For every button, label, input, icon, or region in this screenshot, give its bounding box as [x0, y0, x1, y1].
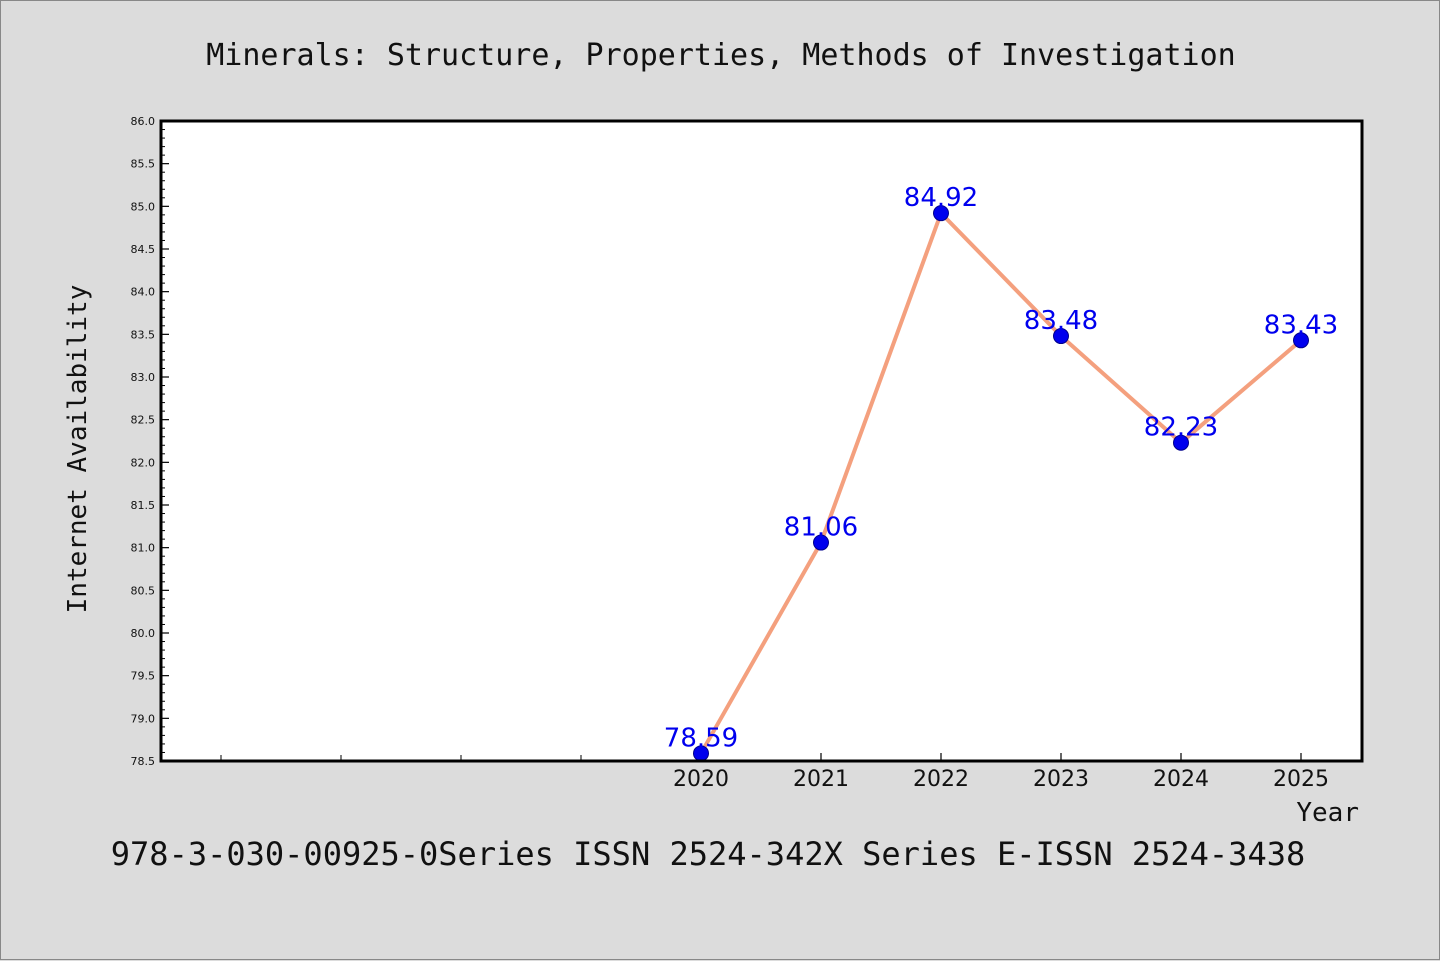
- y-tick-label: 80.5: [131, 584, 156, 597]
- footer-text: 978-3-030-00925-0Series ISSN 2524-342X S…: [111, 835, 1305, 873]
- x-tick-label: 2020: [673, 767, 729, 792]
- y-tick-label: 85.0: [131, 200, 156, 213]
- x-tick-label: 2024: [1153, 767, 1209, 792]
- y-tick-label: 79.0: [131, 712, 156, 725]
- x-tick-label: 2021: [793, 767, 849, 792]
- data-label: 78.59: [664, 723, 738, 753]
- chart-title: Minerals: Structure, Properties, Methods…: [206, 38, 1236, 73]
- series-markers: [693, 205, 1309, 762]
- x-axis: 2020 2021 2022 2023 2024 2025: [220, 753, 1329, 792]
- data-point: [933, 205, 949, 222]
- plot-frame: [159, 119, 1364, 763]
- x-axis-label: Year: [1296, 798, 1359, 828]
- y-tick-label: 82.5: [131, 414, 156, 427]
- x-tick-label: 2022: [913, 767, 969, 792]
- y-tick-label: 82.0: [131, 456, 156, 469]
- data-labels: 78.59 81.06 84.92 83.48 82.23 83.43: [664, 183, 1338, 753]
- y-tick-label: 83.0: [131, 371, 156, 384]
- y-axis-label: Internet Availability: [63, 285, 93, 614]
- y-tick-label: 78.5: [131, 755, 156, 768]
- series-line: [699, 211, 1303, 755]
- data-label: 84.92: [904, 183, 978, 213]
- y-axis: 78.5 79.0 79.5 80.0 80.5 81.0 81.5 82.0 82.5 83.0…: [131, 115, 169, 768]
- data-label: 82.23: [1144, 413, 1218, 443]
- x-tick-label: 2023: [1033, 767, 1089, 792]
- plot-area: [161, 121, 1362, 761]
- y-tick-label: 83.5: [131, 328, 156, 341]
- data-label: 83.43: [1264, 310, 1338, 340]
- y-tick-label: 79.5: [131, 670, 156, 683]
- y-tick-label: 85.5: [131, 158, 156, 171]
- y-tick-label: 84.0: [131, 286, 156, 299]
- data-label: 81.06: [784, 513, 858, 543]
- y-tick-label: 84.5: [131, 243, 156, 256]
- data-point: [1173, 434, 1189, 451]
- data-point: [1053, 328, 1069, 345]
- data-label: 83.48: [1024, 306, 1098, 336]
- data-point: [813, 534, 829, 551]
- y-tick-label: 81.5: [131, 499, 156, 512]
- y-tick-label: 80.0: [131, 627, 156, 640]
- y-tick-label: 81.0: [131, 542, 156, 555]
- x-tick-label: 2025: [1273, 767, 1329, 792]
- data-point: [1293, 332, 1309, 349]
- y-tick-label: 86.0: [131, 115, 156, 128]
